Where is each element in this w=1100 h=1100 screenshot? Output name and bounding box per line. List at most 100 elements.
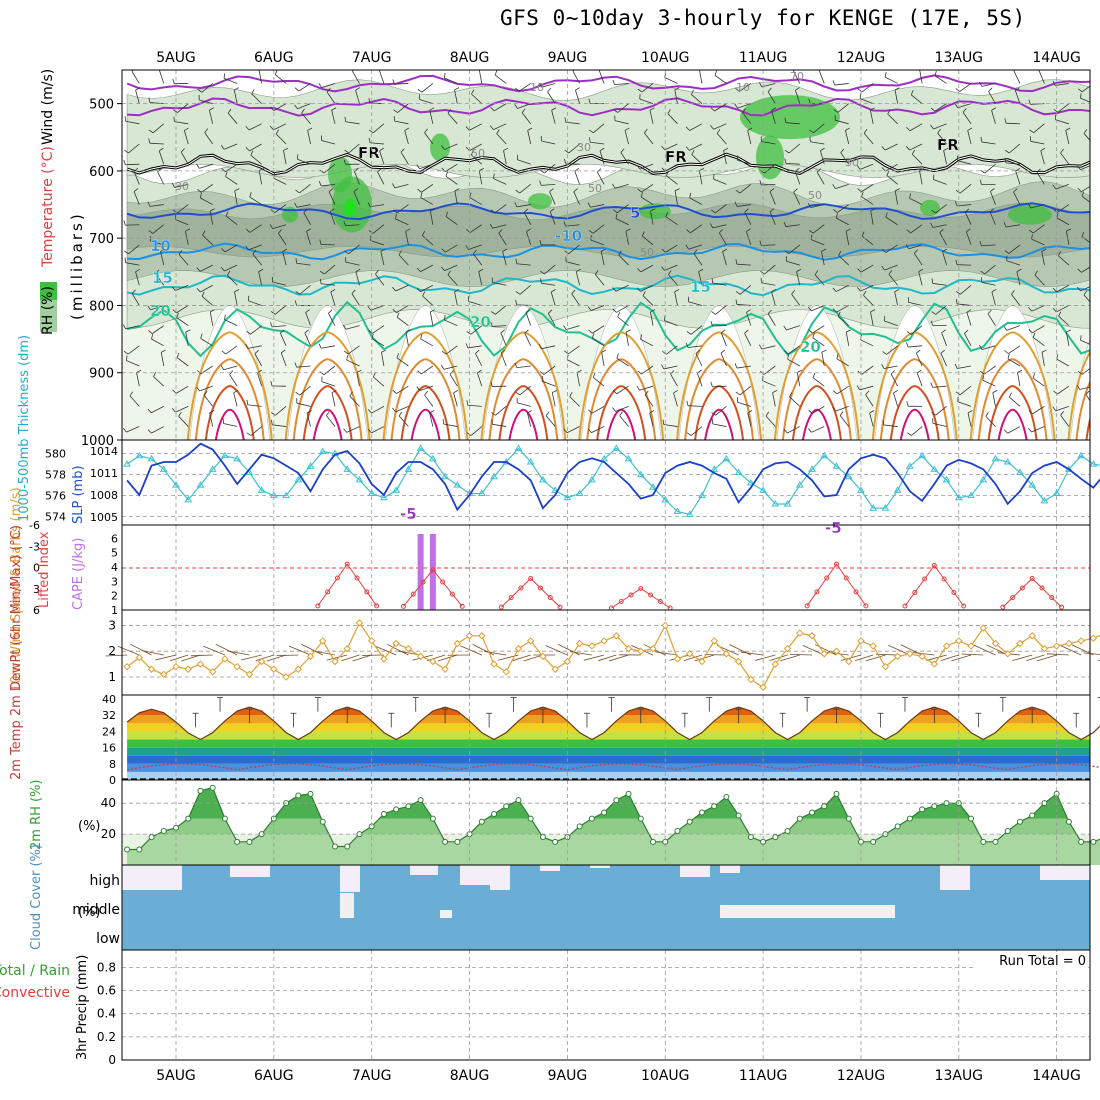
contour-label: 15 (152, 269, 173, 287)
wind-barb-flag (575, 87, 580, 91)
wind-barb (492, 325, 507, 327)
wind-barb-flag (515, 189, 520, 194)
wind-barb-flag (601, 349, 607, 353)
wind-barb (1091, 312, 1094, 326)
wind-barb (712, 224, 727, 229)
rh-point (515, 797, 522, 804)
wind-barb-flag (269, 125, 274, 131)
wind-barb (381, 352, 385, 367)
wind-barb (1005, 122, 1020, 125)
wind-barb (614, 120, 629, 125)
wind-barb (521, 112, 532, 125)
wind-barb (616, 385, 629, 395)
wind-barb (666, 345, 678, 355)
wind-barb-flag (307, 127, 313, 131)
cloud-gap (460, 865, 490, 885)
wind-barb (127, 345, 140, 355)
wind-barb (981, 244, 996, 247)
surface-wind-barb (1036, 654, 1057, 662)
wind-barb (1016, 271, 1021, 286)
thickness-point (355, 475, 364, 483)
wind-barb (469, 197, 482, 205)
cape-axis-label: CAPE (J/kg) (71, 538, 86, 610)
wind-barb (810, 204, 825, 209)
wind-barb (664, 143, 678, 151)
wind-barb-flag (937, 128, 941, 134)
wind-speed-point (502, 668, 510, 676)
wind-barb-flag (368, 98, 371, 104)
wind-barb (883, 365, 898, 369)
wind-barb (227, 112, 238, 125)
lifted-index-point (941, 576, 947, 582)
rh-point (221, 815, 228, 822)
wind-speed-point (514, 644, 523, 653)
wind-barb-flag (625, 329, 631, 333)
wind-barb (470, 426, 483, 436)
wind-barb-flag (422, 291, 426, 297)
wind-barb-flag (783, 325, 787, 331)
diurnal-isotherm (488, 358, 559, 440)
wind-barb-flag (966, 309, 972, 313)
wind-barb-flag (490, 381, 493, 387)
wind-barb (348, 244, 360, 255)
wind-barb-flag (613, 109, 618, 113)
wind-barb-flag (275, 129, 280, 135)
wind-barb (767, 313, 776, 326)
wind-barb (160, 352, 165, 367)
wind-barb-flag (980, 270, 985, 275)
wind-barb (151, 406, 164, 414)
cloud-gap (540, 865, 560, 871)
wind-barb (354, 171, 360, 185)
wind-barb (664, 320, 678, 327)
wind-speed-point (673, 655, 682, 663)
wind-barb (150, 305, 164, 311)
rh-line (127, 786, 1100, 851)
wind-barb (429, 412, 434, 427)
wind-barb-flag (478, 268, 484, 272)
wind-barb (919, 170, 923, 185)
wind-barb (887, 113, 898, 125)
wind-barb (765, 415, 776, 427)
wind-barb (277, 233, 287, 246)
surface-wind-barb (583, 654, 605, 661)
wind-barb-flag (1060, 411, 1065, 416)
diurnal-isotherm (194, 358, 265, 440)
wind-barb (372, 224, 385, 234)
wind-barb (519, 184, 531, 194)
wind-barb (888, 274, 898, 286)
wind-barb (565, 224, 580, 227)
wind-barb (957, 204, 972, 207)
wind-barb (793, 191, 801, 205)
lifted-index-point (449, 591, 455, 597)
wind-barb (620, 152, 629, 165)
wind-barb (984, 264, 996, 275)
wind-barb (616, 305, 629, 313)
wind-barb-flag (172, 309, 177, 314)
wind-barb-flag (787, 354, 790, 360)
wind-barb (796, 271, 801, 286)
lifted-index-point (1029, 575, 1035, 581)
wind-barb (859, 385, 874, 391)
wind-speed-point (429, 657, 437, 666)
thickness-point (722, 454, 731, 462)
wind-barb-flag (674, 87, 680, 91)
wind-barb (157, 171, 165, 185)
bottom-date-label: 10AUG (641, 1068, 690, 1084)
rh-point (919, 806, 926, 813)
wind-barb (252, 253, 262, 266)
thickness-point (587, 475, 596, 483)
wind-barb-flag (377, 168, 382, 173)
wind-barb (175, 385, 189, 394)
wind-barb-flag (865, 390, 870, 395)
wind-barb-flag (1028, 410, 1033, 415)
thickness-point (367, 489, 376, 497)
wind-barb (396, 305, 409, 314)
wind-barb (919, 70, 923, 84)
surface-wind-barb (1012, 654, 1033, 661)
wind-barb-flag (227, 270, 231, 276)
wind-barb (176, 204, 189, 214)
wind-barb-flag (1015, 87, 1020, 91)
wind-barb-flag (846, 329, 851, 333)
rh-point (429, 815, 436, 822)
